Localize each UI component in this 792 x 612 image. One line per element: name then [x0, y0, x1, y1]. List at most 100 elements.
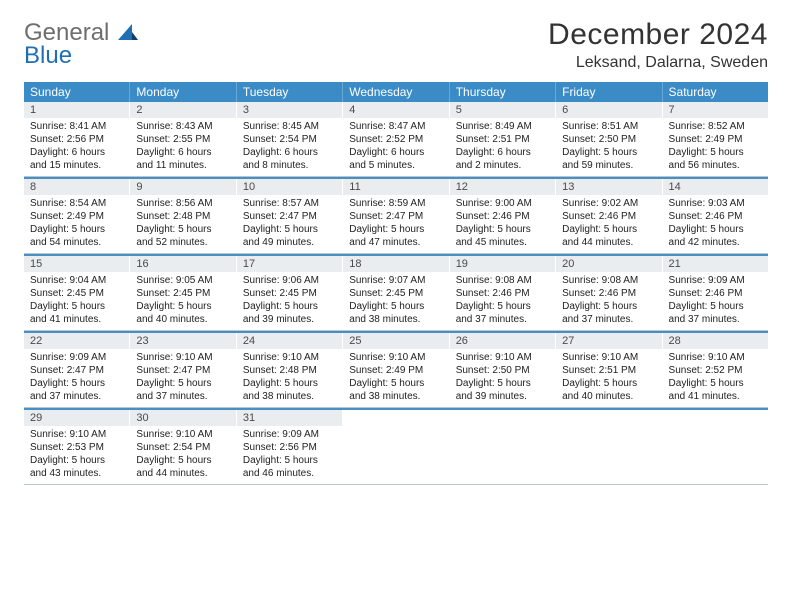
- sunrise-text: Sunrise: 9:10 AM: [562, 351, 655, 364]
- day-cell: 1 Sunrise: 8:41 AMSunset: 2:56 PMDaylight…: [24, 102, 130, 176]
- weeks-container: 1Sunrise: 8:41 AMSunset: 2:56 PMDaylight…: [24, 102, 768, 485]
- sunrise-text: Sunrise: 9:02 AM: [562, 197, 655, 210]
- day-number: 29: [24, 410, 129, 426]
- day-body: Sunrise: 9:08 AMSunset: 2:46 PMDaylight:…: [450, 272, 555, 330]
- sunrise-text: Sunrise: 9:09 AM: [243, 428, 336, 441]
- sunset-text: Sunset: 2:53 PM: [30, 441, 123, 454]
- day-number: 7: [663, 102, 768, 118]
- day-number: 28: [663, 333, 768, 349]
- sunset-text: Sunset: 2:46 PM: [562, 287, 655, 300]
- day-cell: 15Sunrise: 9:04 AMSunset: 2:45 PMDayligh…: [24, 256, 130, 330]
- day-cell: 3Sunrise: 8:45 AMSunset: 2:54 PMDaylight…: [237, 102, 343, 176]
- day-cell: 5Sunrise: 8:49 AMSunset: 2:51 PMDaylight…: [450, 102, 556, 176]
- day-body: Sunrise: 9:10 AMSunset: 2:51 PMDaylight:…: [556, 349, 661, 407]
- day-body: Sunrise: 9:10 AMSunset: 2:53 PMDaylight:…: [24, 426, 129, 484]
- day-cell: 30Sunrise: 9:10 AMSunset: 2:54 PMDayligh…: [130, 410, 236, 484]
- day-cell: 10Sunrise: 8:57 AMSunset: 2:47 PMDayligh…: [237, 179, 343, 253]
- day-cell: [343, 410, 449, 484]
- sunrise-text: Sunrise: 8:54 AM: [30, 197, 123, 210]
- daylight-text: Daylight: 6 hours and 5 minutes.: [349, 146, 442, 172]
- day-body: Sunrise: 8:52 AMSunset: 2:49 PMDaylight:…: [663, 118, 768, 176]
- day-body: Sunrise: 9:06 AMSunset: 2:45 PMDaylight:…: [237, 272, 342, 330]
- day-body: Sunrise: 9:10 AMSunset: 2:49 PMDaylight:…: [343, 349, 448, 407]
- sunrise-text: Sunrise: 9:07 AM: [349, 274, 442, 287]
- day-cell: 25Sunrise: 9:10 AMSunset: 2:49 PMDayligh…: [343, 333, 449, 407]
- day-number: 22: [24, 333, 129, 349]
- daylight-text: Daylight: 5 hours and 42 minutes.: [669, 223, 762, 249]
- day-cell: 28Sunrise: 9:10 AMSunset: 2:52 PMDayligh…: [663, 333, 768, 407]
- day-cell: 16Sunrise: 9:05 AMSunset: 2:45 PMDayligh…: [130, 256, 236, 330]
- dow-monday: Monday: [130, 82, 236, 102]
- day-cell: 23Sunrise: 9:10 AMSunset: 2:47 PMDayligh…: [130, 333, 236, 407]
- day-body: Sunrise: 8:56 AMSunset: 2:48 PMDaylight:…: [130, 195, 235, 253]
- sunset-text: Sunset: 2:47 PM: [136, 364, 229, 377]
- day-body: Sunrise: 9:09 AMSunset: 2:47 PMDaylight:…: [24, 349, 129, 407]
- day-cell: 20Sunrise: 9:08 AMSunset: 2:46 PMDayligh…: [556, 256, 662, 330]
- daylight-text: Daylight: 5 hours and 59 minutes.: [562, 146, 655, 172]
- sunset-text: Sunset: 2:52 PM: [349, 133, 442, 146]
- sunset-text: Sunset: 2:55 PM: [136, 133, 229, 146]
- day-cell: 29Sunrise: 9:10 AMSunset: 2:53 PMDayligh…: [24, 410, 130, 484]
- day-number: 14: [663, 179, 768, 195]
- day-number: 26: [450, 333, 555, 349]
- daylight-text: Daylight: 5 hours and 45 minutes.: [456, 223, 549, 249]
- day-cell: 11Sunrise: 8:59 AMSunset: 2:47 PMDayligh…: [343, 179, 449, 253]
- sunrise-text: Sunrise: 8:56 AM: [136, 197, 229, 210]
- day-body: Sunrise: 9:10 AMSunset: 2:50 PMDaylight:…: [450, 349, 555, 407]
- day-body: Sunrise: 8:43 AMSunset: 2:55 PMDaylight:…: [130, 118, 235, 176]
- day-number: 12: [450, 179, 555, 195]
- sunrise-text: Sunrise: 8:45 AM: [243, 120, 336, 133]
- sunset-text: Sunset: 2:56 PM: [30, 133, 123, 146]
- sunset-text: Sunset: 2:50 PM: [456, 364, 549, 377]
- sunrise-text: Sunrise: 9:10 AM: [349, 351, 442, 364]
- daylight-text: Daylight: 6 hours and 8 minutes.: [243, 146, 336, 172]
- day-body: Sunrise: 8:54 AMSunset: 2:49 PMDaylight:…: [24, 195, 129, 253]
- day-body: Sunrise: 9:05 AMSunset: 2:45 PMDaylight:…: [130, 272, 235, 330]
- sunset-text: Sunset: 2:48 PM: [243, 364, 336, 377]
- daylight-text: Daylight: 5 hours and 39 minutes.: [243, 300, 336, 326]
- sunrise-text: Sunrise: 8:43 AM: [136, 120, 229, 133]
- page-title: December 2024: [548, 18, 768, 52]
- day-cell: 6Sunrise: 8:51 AMSunset: 2:50 PMDaylight…: [556, 102, 662, 176]
- daylight-text: Daylight: 5 hours and 40 minutes.: [136, 300, 229, 326]
- day-cell: 27Sunrise: 9:10 AMSunset: 2:51 PMDayligh…: [556, 333, 662, 407]
- day-cell: 21Sunrise: 9:09 AMSunset: 2:46 PMDayligh…: [663, 256, 768, 330]
- day-body: Sunrise: 8:45 AMSunset: 2:54 PMDaylight:…: [237, 118, 342, 176]
- day-body: Sunrise: 9:07 AMSunset: 2:45 PMDaylight:…: [343, 272, 448, 330]
- day-cell: [663, 410, 768, 484]
- day-body: Sunrise: 8:59 AMSunset: 2:47 PMDaylight:…: [343, 195, 448, 253]
- sunrise-text: Sunrise: 9:00 AM: [456, 197, 549, 210]
- day-body: Sunrise: 8:57 AMSunset: 2:47 PMDaylight:…: [237, 195, 342, 253]
- day-number: 15: [24, 256, 129, 272]
- sunrise-text: Sunrise: 9:09 AM: [669, 274, 762, 287]
- sunrise-text: Sunrise: 9:10 AM: [243, 351, 336, 364]
- day-cell: 8Sunrise: 8:54 AMSunset: 2:49 PMDaylight…: [24, 179, 130, 253]
- sunset-text: Sunset: 2:46 PM: [669, 210, 762, 223]
- day-body: Sunrise: 9:08 AMSunset: 2:46 PMDaylight:…: [556, 272, 661, 330]
- header-right: December 2024 Leksand, Dalarna, Sweden: [548, 18, 768, 72]
- day-cell: [450, 410, 556, 484]
- dow-tuesday: Tuesday: [237, 82, 343, 102]
- day-body: Sunrise: 9:09 AMSunset: 2:46 PMDaylight:…: [663, 272, 768, 330]
- day-cell: 13Sunrise: 9:02 AMSunset: 2:46 PMDayligh…: [556, 179, 662, 253]
- daylight-text: Daylight: 6 hours and 15 minutes.: [30, 146, 123, 172]
- day-number: 27: [556, 333, 661, 349]
- sunset-text: Sunset: 2:49 PM: [669, 133, 762, 146]
- daylight-text: Daylight: 5 hours and 43 minutes.: [30, 454, 123, 480]
- sunrise-text: Sunrise: 8:52 AM: [669, 120, 762, 133]
- sunrise-text: Sunrise: 9:10 AM: [30, 428, 123, 441]
- day-cell: 26Sunrise: 9:10 AMSunset: 2:50 PMDayligh…: [450, 333, 556, 407]
- sunrise-text: Sunrise: 8:41 AM: [30, 120, 123, 133]
- day-cell: 31Sunrise: 9:09 AMSunset: 2:56 PMDayligh…: [237, 410, 343, 484]
- daylight-text: Daylight: 5 hours and 38 minutes.: [349, 377, 442, 403]
- day-body: Sunrise: 9:10 AMSunset: 2:48 PMDaylight:…: [237, 349, 342, 407]
- daylight-text: Daylight: 5 hours and 37 minutes.: [136, 377, 229, 403]
- day-cell: 12Sunrise: 9:00 AMSunset: 2:46 PMDayligh…: [450, 179, 556, 253]
- sunrise-text: Sunrise: 9:08 AM: [456, 274, 549, 287]
- day-number: 8: [24, 179, 129, 195]
- daylight-text: Daylight: 5 hours and 37 minutes.: [30, 377, 123, 403]
- day-number: 1: [24, 102, 129, 118]
- sunset-text: Sunset: 2:46 PM: [456, 287, 549, 300]
- sunrise-text: Sunrise: 9:03 AM: [669, 197, 762, 210]
- dow-friday: Friday: [556, 82, 662, 102]
